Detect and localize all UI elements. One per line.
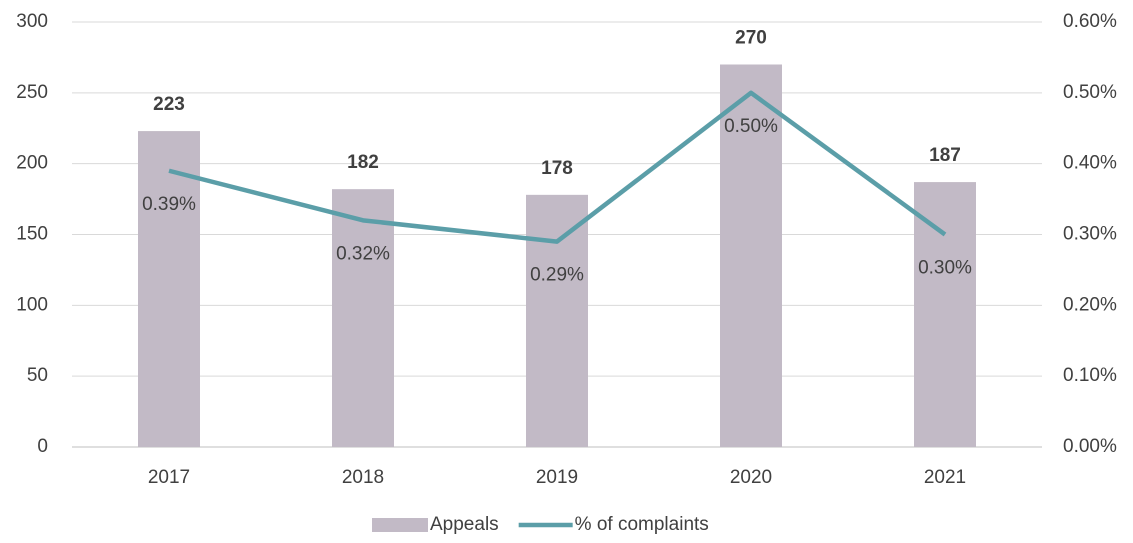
y2-tick-label: 0.30% [1063, 224, 1117, 245]
y2-tick-label: 0.50% [1063, 82, 1117, 103]
y2-tick-label: 0.40% [1063, 153, 1117, 174]
x-tick-label: 2019 [536, 467, 578, 488]
y-tick-label: 250 [16, 82, 48, 103]
legend-swatch [372, 518, 428, 532]
bar-value-label: 223 [153, 94, 185, 115]
bar-value-label: 187 [929, 145, 961, 166]
y2-tick-label: 0.10% [1063, 365, 1117, 386]
line-value-label: 0.32% [336, 243, 390, 264]
bar [332, 189, 394, 447]
y2-tick-label: 0.60% [1063, 11, 1117, 32]
y-tick-label: 0 [37, 436, 48, 457]
bar-value-label: 182 [347, 152, 379, 173]
y2-tick-label: 0.20% [1063, 294, 1117, 315]
x-tick-label: 2018 [342, 467, 384, 488]
bar [914, 182, 976, 448]
bar-value-label: 178 [541, 158, 573, 179]
bar-value-label: 270 [735, 28, 767, 49]
line-value-label: 0.39% [142, 194, 196, 215]
y-tick-label: 300 [16, 11, 48, 32]
line-value-label: 0.50% [724, 116, 778, 137]
y2-tick-label: 0.00% [1063, 436, 1117, 457]
legend-label: % of complaints [575, 514, 709, 535]
line-value-label: 0.29% [530, 265, 584, 286]
x-tick-label: 2020 [730, 467, 772, 488]
legend-label: Appeals [430, 514, 499, 535]
y-tick-label: 200 [16, 153, 48, 174]
bar [138, 131, 200, 448]
x-tick-label: 2021 [924, 467, 966, 488]
y-tick-label: 50 [27, 365, 48, 386]
x-tick-label: 2017 [148, 467, 190, 488]
y-tick-label: 100 [16, 294, 48, 315]
bar [720, 64, 782, 447]
line-value-label: 0.30% [918, 258, 972, 279]
line-series [168, 90, 947, 244]
y-tick-label: 150 [16, 224, 48, 245]
bar [526, 194, 588, 447]
